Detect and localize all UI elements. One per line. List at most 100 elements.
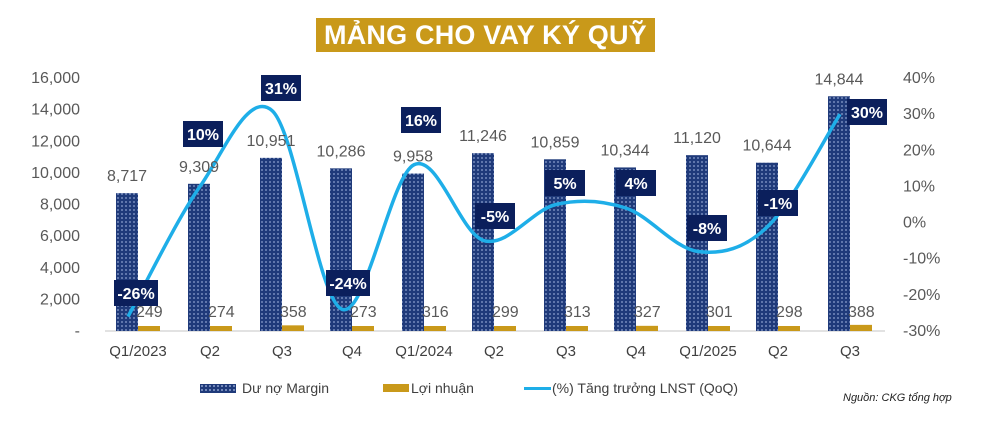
growth-value-label: -5%	[481, 209, 509, 226]
profit-bar	[708, 326, 730, 331]
margin-value-label: 10,286	[317, 143, 366, 160]
profit-bar	[424, 326, 446, 331]
right-axis-tick: 0%	[903, 215, 926, 232]
left-axis-tick: -	[75, 323, 80, 340]
left-axis-tick: 10,000	[31, 165, 80, 182]
growth-line-path	[126, 104, 842, 318]
left-axis-tick: 2,000	[40, 291, 80, 308]
growth-value-label: -1%	[764, 196, 792, 213]
margin-bar	[188, 183, 210, 331]
growth-value-label: -8%	[693, 221, 721, 238]
profit-bar	[282, 325, 304, 331]
growth-label-box	[261, 75, 301, 101]
right-axis-tick: 40%	[903, 70, 935, 87]
profit-bar	[566, 326, 588, 331]
right-axis-tick: 10%	[903, 178, 935, 195]
left-axis-tick: 8,000	[40, 197, 80, 214]
profit-value-label: 298	[776, 304, 803, 321]
legend-label: (%) Tăng trưởng LNST (QoQ)	[552, 380, 739, 396]
x-axis-label: Q4	[342, 343, 362, 360]
margin-value-label: 11,246	[459, 128, 507, 145]
margin-value-label: 10,644	[743, 138, 792, 155]
profit-bar	[636, 325, 658, 331]
x-axis-label: Q1/2023	[109, 343, 167, 360]
dotted-bar-icon	[200, 383, 236, 393]
profit-value-label: 299	[492, 304, 519, 321]
x-axis-label: Q1/2025	[679, 343, 737, 360]
left-axis-tick: 6,000	[40, 228, 80, 245]
growth-value-label: 4%	[624, 176, 647, 193]
growth-label-box	[616, 170, 656, 196]
growth-value-label: 5%	[553, 176, 576, 193]
growth-label-box	[847, 99, 887, 125]
left-axis-tick: 14,000	[31, 102, 80, 119]
x-axis-label: Q3	[556, 343, 576, 360]
left-axis-tick: 4,000	[40, 260, 80, 277]
profit-value-label: 274	[208, 304, 235, 321]
growth-label-box	[183, 121, 223, 147]
x-axis-label: Q2	[484, 343, 504, 360]
growth-label-box	[114, 280, 158, 306]
x-axis-label: Q2	[200, 343, 220, 360]
growth-value-label: 16%	[405, 113, 437, 130]
profit-bar	[210, 326, 232, 331]
growth-value-label: 30%	[851, 105, 883, 122]
growth-label-box	[758, 190, 798, 216]
margin-value-label: 9,958	[393, 149, 433, 166]
source-note: Nguồn: CKG tổng hợp	[843, 392, 952, 404]
data-labels: 8,717 249 9,309 274 10,951 358 10,286 273 9,958 3…	[107, 71, 887, 321]
profit-bar	[778, 326, 800, 331]
growth-value-label: -24%	[329, 276, 366, 293]
x-axis-labels: Q1/2023 Q2 Q3 Q4 Q1/2024 Q2 Q3 Q4 Q1/2025 Q2 Q3	[109, 343, 860, 360]
profit-bar	[850, 324, 872, 331]
right-axis-tick: -30%	[903, 323, 940, 340]
growth-label-box	[326, 270, 370, 296]
right-axis-tick: -10%	[903, 251, 940, 268]
margin-value-label: 10,344	[601, 142, 650, 159]
growth-label-box	[475, 203, 515, 229]
growth-label-box	[687, 215, 727, 241]
growth-label-box	[401, 107, 441, 133]
right-axis-tick: -20%	[903, 287, 940, 304]
left-axis: - 2,000 4,000 6,000 8,000 10,000 12,000 14,000 1…	[31, 70, 80, 340]
gold-bar-icon	[383, 384, 409, 392]
legend-item-profit: Lợi nhuận	[383, 380, 474, 396]
right-axis-tick: 20%	[903, 142, 935, 159]
right-axis-tick: 30%	[903, 106, 935, 123]
margin-bar	[828, 96, 850, 331]
profit-value-label: 273	[350, 304, 377, 321]
profit-value-label: 301	[706, 304, 733, 321]
chart-title-banner: MẢNG CHO VAY KÝ QUỸ	[316, 18, 655, 52]
profit-value-label: 327	[634, 304, 661, 321]
profit-bar	[494, 326, 516, 331]
left-axis-tick: 16,000	[31, 70, 80, 87]
x-axis-label: Q4	[626, 343, 646, 360]
legend-item-margin: Dư nợ Margin	[200, 380, 329, 396]
growth-value-label: -26%	[117, 286, 154, 303]
x-axis-label: Q1/2024	[395, 343, 453, 360]
margin-bar	[402, 173, 424, 331]
x-axis-label: Q3	[840, 343, 860, 360]
growth-value-label: 10%	[187, 127, 219, 144]
legend-label: Dư nợ Margin	[242, 380, 330, 396]
legend-label: Lợi nhuận	[411, 380, 474, 396]
profit-value-label: 316	[422, 304, 449, 321]
x-axis-label: Q3	[272, 343, 292, 360]
margin-bar	[756, 162, 778, 331]
profit-value-label: 249	[136, 304, 163, 321]
growth-line	[126, 104, 842, 318]
right-axis: -30% -20% -10% 0% 10% 20% 30% 40%	[903, 70, 940, 340]
margin-value-label: 14,844	[815, 71, 864, 88]
margin-value-label: 8,717	[107, 168, 147, 185]
margin-value-label: 9,309	[179, 159, 219, 176]
legend-item-growth: (%) Tăng trưởng LNST (QoQ)	[524, 380, 738, 396]
left-axis-tick: 12,000	[31, 133, 80, 150]
chart-title: MẢNG CHO VAY KÝ QUỸ	[324, 19, 647, 50]
margin-value-label: 10,951	[247, 133, 296, 150]
profit-value-label: 313	[564, 304, 591, 321]
blue-line-icon	[524, 386, 551, 390]
growth-label-box	[545, 170, 585, 196]
profit-value-label: 358	[280, 304, 307, 321]
x-axis-label: Q2	[768, 343, 788, 360]
